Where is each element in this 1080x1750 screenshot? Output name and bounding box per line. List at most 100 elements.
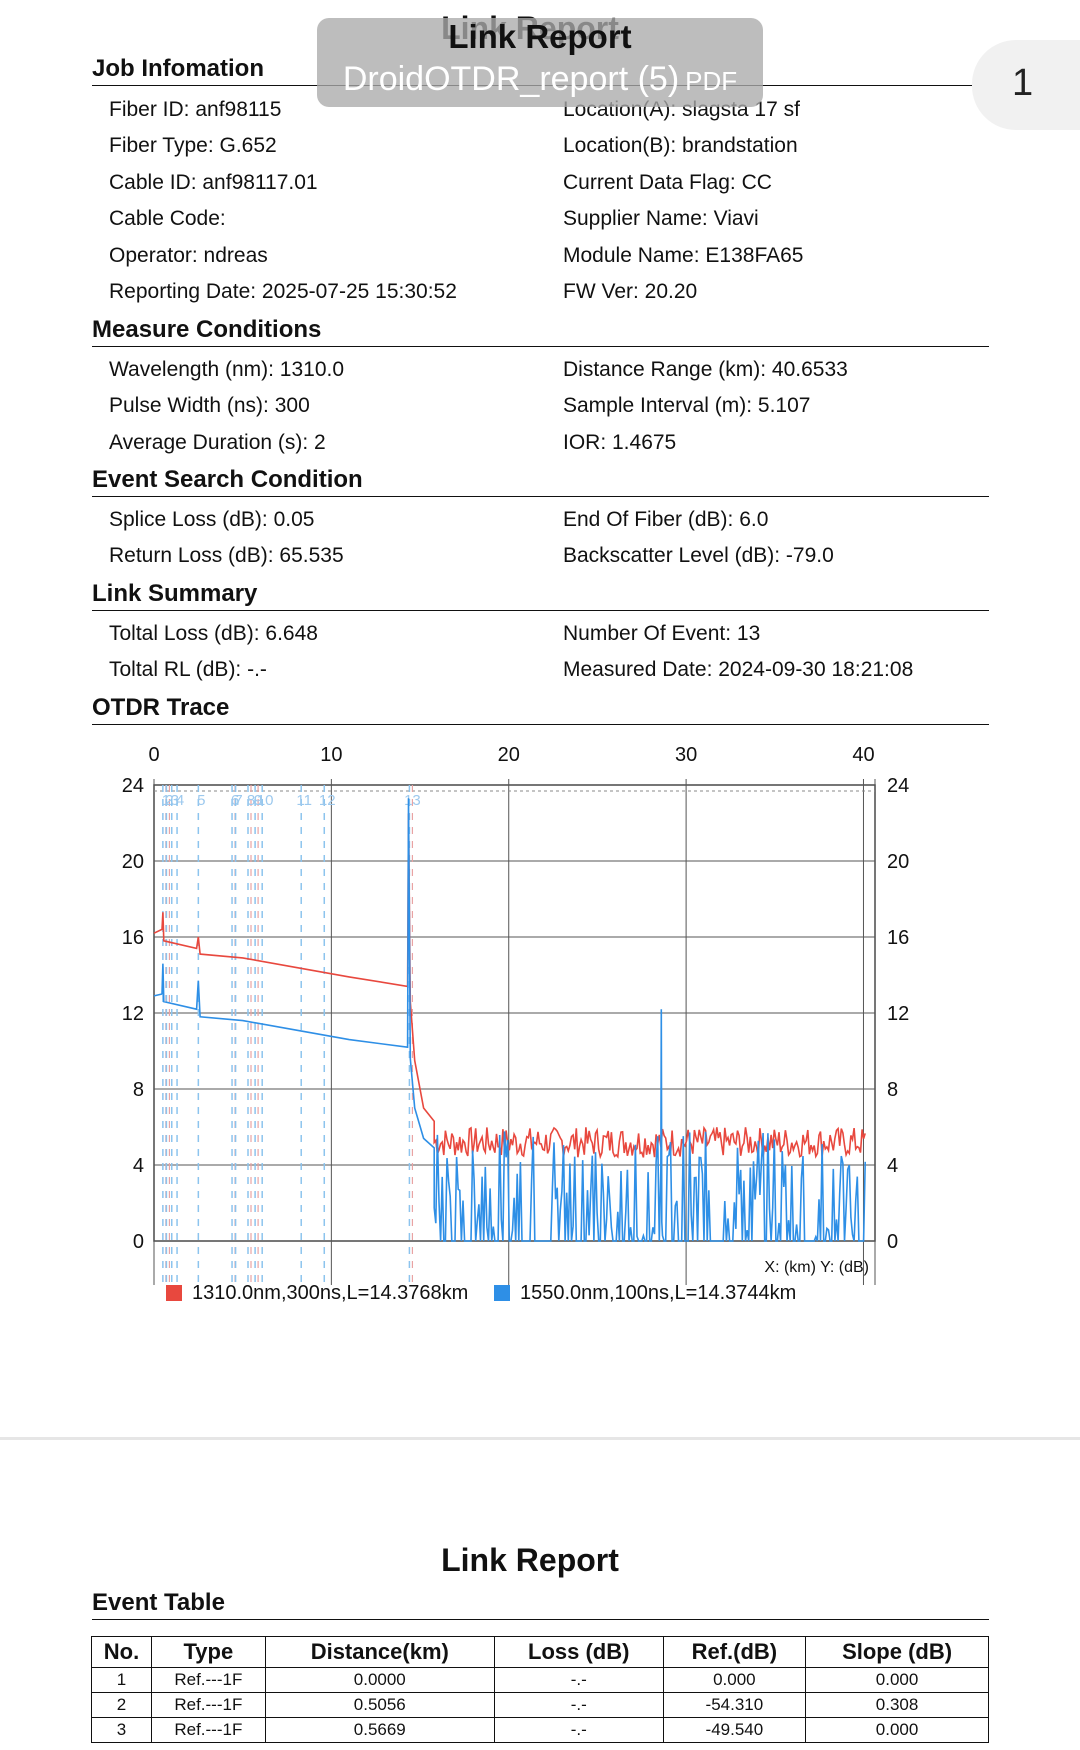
file-type-text: PDF <box>685 66 738 96</box>
measure-right-field: Distance Range (km): 40.6533 <box>563 358 848 381</box>
table-cell: -.- <box>493 1717 664 1743</box>
otdr-trace-chart: 0102030400044881212161620202424123456789… <box>122 744 910 1304</box>
file-name-text: DroidOTDR_report (5) <box>342 60 680 98</box>
table-cell: -54.310 <box>662 1692 807 1718</box>
y-tick-label-left: 8 <box>133 1079 144 1101</box>
table-cell: 1 <box>90 1667 153 1693</box>
column-header: No. <box>90 1636 153 1668</box>
legend-swatch-1550 <box>494 1285 510 1301</box>
y-tick-label-right: 16 <box>887 927 909 949</box>
job-left-field: Cable ID: anf98117.01 <box>109 170 318 194</box>
table-row: 1 Ref.---1F 0.0000 -.- 0.000 0.000 <box>90 1667 989 1693</box>
table-cell: 0.000 <box>805 1717 989 1743</box>
job-left-field: Fiber ID: anf98115 <box>109 98 282 121</box>
job-right-field: Module Name: E138FA65 <box>563 243 804 267</box>
column-header: Distance(km) <box>264 1636 495 1668</box>
table-cell: -.- <box>493 1692 664 1718</box>
column-header: Type <box>151 1636 266 1668</box>
job-right-field: Current Data Flag: CC <box>563 170 772 194</box>
table-cell: 0.0000 <box>264 1667 495 1693</box>
page-number-badge[interactable]: 1 <box>972 40 1080 130</box>
x-tick-label: 30 <box>675 744 697 766</box>
series-line-1 <box>153 813 866 1160</box>
event-search-heading: Event Search Condition <box>92 466 989 497</box>
event-marker-label: 13 <box>404 792 421 809</box>
y-tick-label-right: 8 <box>887 1079 898 1101</box>
link-summary-heading: Link Summary <box>92 580 989 611</box>
y-tick-label-left: 20 <box>122 851 144 873</box>
event_search-left-field: Splice Loss (dB): 0.05 <box>109 508 315 531</box>
table-row: 3 Ref.---1F 0.5669 -.- -49.540 0.000 <box>90 1717 989 1743</box>
job-right-field: FW Ver: 20.20 <box>563 280 698 303</box>
event-marker-label: 4 <box>176 792 184 809</box>
y-tick-label-right: 24 <box>887 775 909 797</box>
event-marker-label: 12 <box>319 792 336 809</box>
table-cell: 0.5056 <box>264 1692 495 1718</box>
y-tick-label-left: 16 <box>122 927 144 949</box>
job-right-field: Location(B): brandstation <box>563 134 798 158</box>
column-header: Slope (dB) <box>805 1636 989 1668</box>
overlay-file-name: DroidOTDR_report (5) PDF <box>317 60 763 99</box>
job-left-field: Reporting Date: 2025-07-25 15:30:52 <box>109 280 457 303</box>
table-cell: 0.5669 <box>264 1717 495 1743</box>
table-row: 2 Ref.---1F 0.5056 -.- -54.310 0.308 <box>90 1692 989 1718</box>
job-right-field: Supplier Name: Viavi <box>563 207 759 231</box>
x-tick-label: 0 <box>148 744 159 766</box>
measure-left-field: Wavelength (nm): 1310.0 <box>109 358 345 381</box>
page-divider <box>0 1437 1080 1440</box>
job-left-field: Fiber Type: G.652 <box>109 134 277 158</box>
event-marker-label: 10 <box>257 792 274 809</box>
event-marker-label: 9 <box>254 792 262 809</box>
overlay-report-title: Link Report <box>448 18 632 55</box>
page2-report-title: Link Report <box>441 1542 619 1578</box>
otdr-trace-heading: OTDR Trace <box>92 694 989 725</box>
y-tick-label-right: 12 <box>887 1003 909 1025</box>
x-tick-label: 10 <box>320 744 342 766</box>
table-cell: -.- <box>493 1667 664 1693</box>
y-tick-label-left: 0 <box>133 1231 144 1253</box>
column-header: Loss (dB) <box>493 1636 664 1668</box>
y-tick-label-left: 4 <box>133 1155 144 1177</box>
legend-swatch-1310 <box>166 1285 182 1301</box>
measure-left-field: Average Duration (s): 2 <box>109 430 326 454</box>
column-header: Ref.(dB) <box>662 1636 807 1668</box>
table-cell: Ref.---1F <box>151 1717 266 1743</box>
measure-conditions-heading: Measure Conditions <box>92 316 989 347</box>
summary-left-field: Toltal RL (dB): -.- <box>109 658 267 682</box>
y-tick-label-right: 4 <box>887 1155 898 1177</box>
event_search-left-field: Return Loss (dB): 65.535 <box>109 544 344 568</box>
event-marker-label: 11 <box>296 792 312 809</box>
x-tick-label: 40 <box>852 744 874 766</box>
table-cell: 0.000 <box>805 1667 989 1693</box>
event_search-right-field: End Of Fiber (dB): 6.0 <box>563 508 769 531</box>
x-tick-label: 20 <box>498 744 520 766</box>
event-marker-label: 8 <box>247 792 255 809</box>
y-tick-label-left: 24 <box>122 775 144 797</box>
measure-right-field: IOR: 1.4675 <box>563 430 677 454</box>
measure-right-field: Sample Interval (m): 5.107 <box>563 394 811 418</box>
summary-right-field: Number Of Event: 13 <box>563 622 761 645</box>
table-cell: 0.308 <box>805 1692 989 1718</box>
pdf-filename-overlay[interactable]: Link Report DroidOTDR_report (5) PDF <box>317 18 763 107</box>
table-cell: 0.000 <box>662 1667 807 1693</box>
job-left-field: Cable Code: <box>109 207 226 231</box>
job-left-field: Operator: ndreas <box>109 243 268 267</box>
event-marker-label: 3 <box>171 792 179 809</box>
axis-units-note: X: (km) Y: (dB) <box>764 1259 869 1276</box>
y-tick-label-left: 12 <box>122 1003 144 1025</box>
event-table: No. Type Distance(km) Loss (dB) Ref.(dB) Slop… <box>90 1636 989 1743</box>
page-number: 1 <box>1012 62 1034 104</box>
table-cell: 2 <box>90 1692 153 1718</box>
event-marker-label: 5 <box>197 792 205 809</box>
table-cell: -49.540 <box>662 1717 807 1743</box>
measure-left-field: Pulse Width (ns): 300 <box>109 394 310 418</box>
legend-label-1310: 1310.0nm,300ns,L=14.3768km <box>192 1282 468 1304</box>
event-marker-label: 7 <box>234 792 242 809</box>
series-line-2 <box>153 798 866 1242</box>
event-table-heading: Event Table <box>92 1589 989 1620</box>
table-cell: 3 <box>90 1717 153 1743</box>
summary-left-field: Toltal Loss (dB): 6.648 <box>109 622 318 645</box>
legend-label-1550: 1550.0nm,100ns,L=14.3744km <box>520 1282 796 1304</box>
table-cell: Ref.---1F <box>151 1692 266 1718</box>
event_search-right-field: Backscatter Level (dB): -79.0 <box>563 544 834 568</box>
